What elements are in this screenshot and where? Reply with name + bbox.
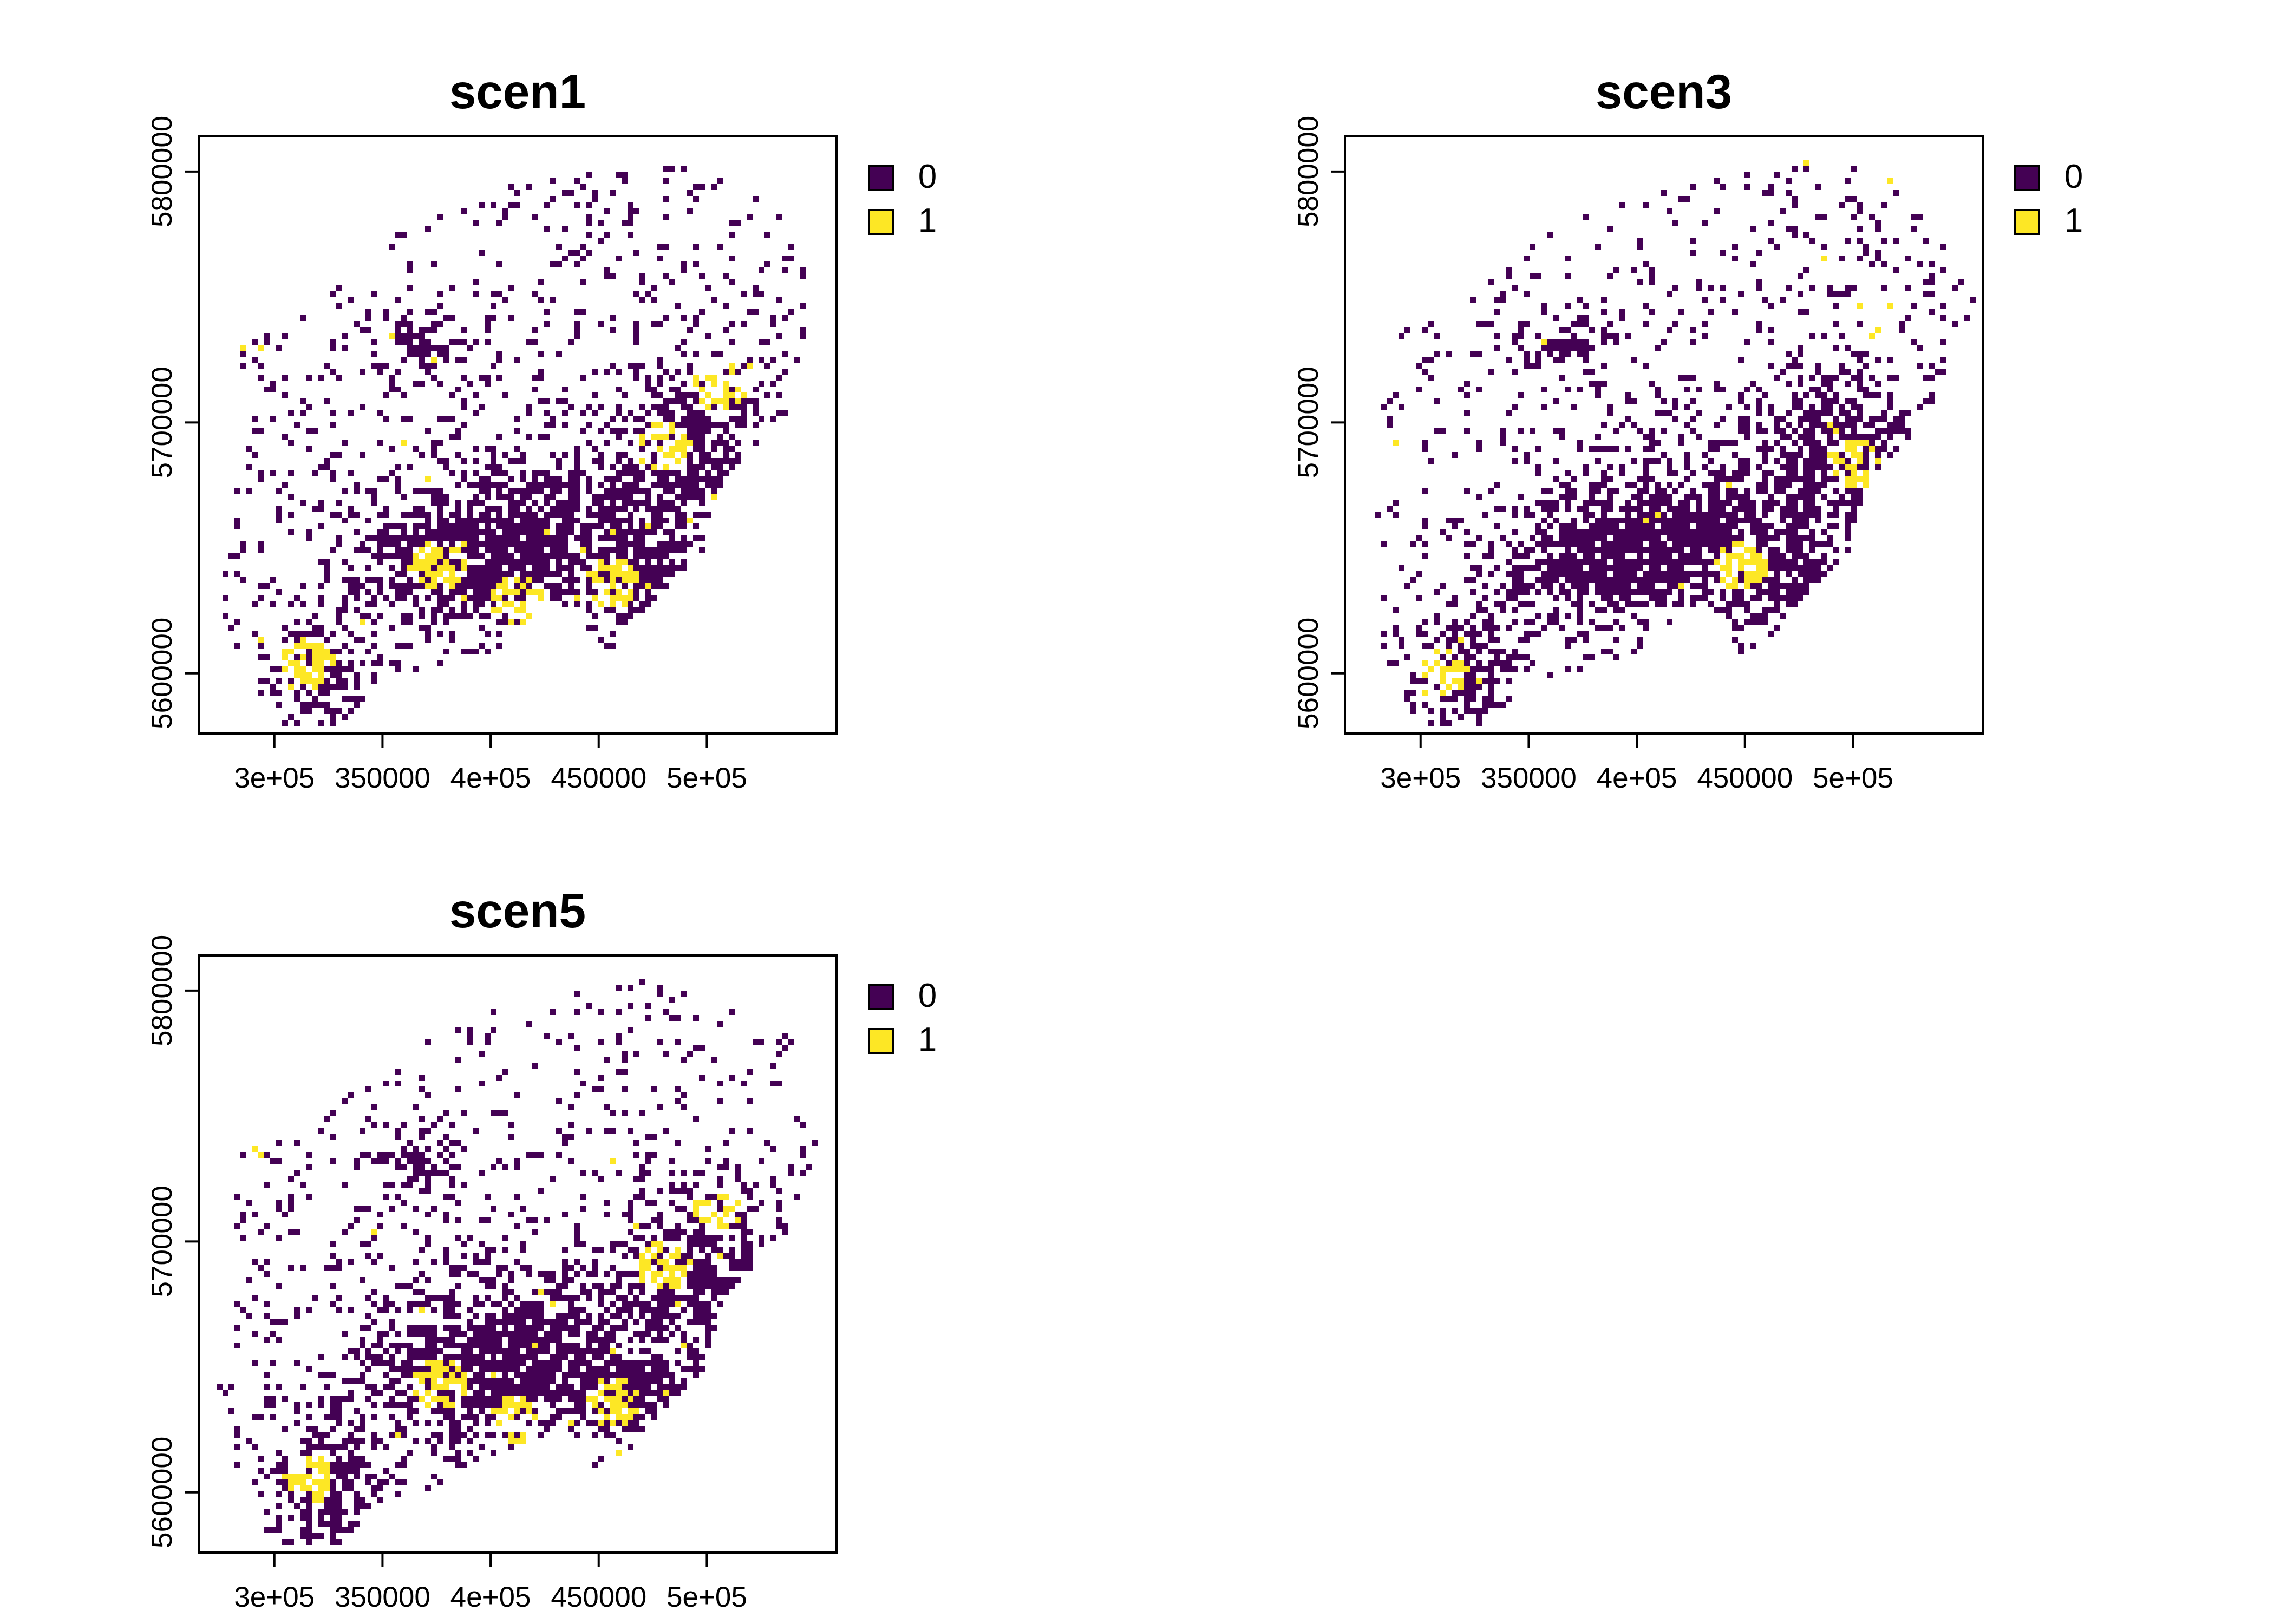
panel-title: scen5 (449, 883, 586, 938)
raster-cells (1375, 160, 1976, 726)
x-tick-label: 450000 (551, 1581, 646, 1613)
panel-title: scen1 (449, 64, 586, 119)
legend-swatch-0 (2014, 165, 2040, 191)
plot-frame (198, 135, 838, 735)
map-panel-scen3: scen3 3e+05 350000 4e+05 450000 5e+05 5600000 5… (1292, 64, 2083, 794)
y-tick-label: 5800000 (1292, 116, 1324, 227)
y-tick-label: 5700000 (146, 366, 178, 478)
x-tick-label: 350000 (335, 762, 430, 794)
map-panel-scen5: scen5 3e+05 350000 4e+05 450000 5e+05 5600000 5… (146, 883, 937, 1613)
legend-label: 0 (918, 977, 937, 1014)
x-tick-label: 3e+05 (1380, 762, 1461, 794)
x-tick-label: 350000 (335, 1581, 430, 1613)
legend-swatch-0 (868, 984, 894, 1010)
legend-swatch-1 (868, 209, 894, 235)
x-tick-label: 5e+05 (1813, 762, 1893, 794)
y-tick-label: 5700000 (1292, 366, 1324, 478)
y-tick-label: 5700000 (146, 1186, 178, 1297)
y-tick-label: 5800000 (146, 935, 178, 1046)
x-tick-label: 5e+05 (666, 762, 747, 794)
x-tick-label: 350000 (1481, 762, 1577, 794)
legend-label: 0 (2064, 158, 2083, 195)
legend-swatch-1 (868, 1028, 894, 1054)
x-tick-label: 3e+05 (234, 762, 315, 794)
x-tick-label: 5e+05 (666, 1581, 747, 1613)
x-tick-label: 4e+05 (450, 762, 531, 794)
y-tick-label: 5600000 (1292, 618, 1324, 729)
raster-cells (223, 166, 806, 726)
y-tick-label: 5800000 (146, 116, 178, 227)
x-tick-label: 4e+05 (450, 1581, 531, 1613)
y-tick-label: 5600000 (146, 618, 178, 729)
x-tick-label: 3e+05 (234, 1581, 315, 1613)
x-tick-label: 450000 (551, 762, 646, 794)
x-tick-label: 4e+05 (1597, 762, 1677, 794)
plot-frame (1344, 135, 1984, 735)
map-panel-scen1: scen1 3e+05 350000 4e+05 450000 5e+05 5600000 5… (146, 64, 937, 794)
plot-frame (198, 954, 838, 1554)
legend-label: 1 (918, 202, 937, 239)
x-tick-label: 450000 (1697, 762, 1793, 794)
legend-swatch-1 (2014, 209, 2040, 235)
legend-label: 1 (2064, 202, 2083, 239)
legend-label: 1 (918, 1021, 937, 1058)
y-tick-label: 5600000 (146, 1437, 178, 1548)
raster-cells (217, 979, 818, 1545)
legend-swatch-0 (868, 165, 894, 191)
legend-label: 0 (918, 158, 937, 195)
panel-title: scen3 (1596, 64, 1732, 119)
